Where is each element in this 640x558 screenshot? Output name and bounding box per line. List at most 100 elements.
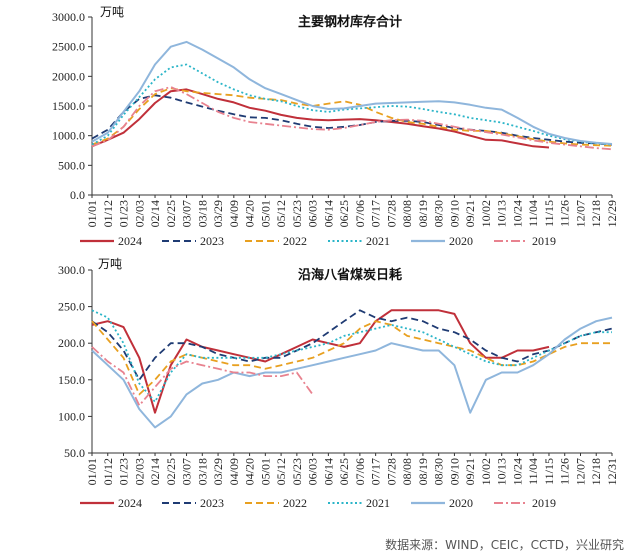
x-tick-label: 07/06 [353,458,367,485]
series-line-2019 [91,346,314,407]
series-line-2020 [91,40,613,145]
legend-label-2024: 2024 [118,496,142,510]
x-tick-label: 08/08 [400,200,414,227]
x-tick-label: 12/31 [605,458,619,485]
y-tick-label: 50.0 [64,446,85,460]
x-tick-label: 12/29 [605,200,619,227]
x-tick-label: 07/28 [384,458,398,485]
x-tick-label: 07/06 [353,200,367,227]
series-line-2024 [91,88,550,149]
x-tick-label: 02/25 [164,200,178,227]
y-tick-label: 2500.0 [52,40,85,54]
legend-label-2021: 2021 [366,234,390,248]
y-tick-label: 3000.0 [52,10,85,24]
legend-label-2021: 2021 [366,496,390,510]
x-tick-label: 04/09 [227,200,241,227]
x-tick-label: 11/04 [526,200,540,227]
x-tick-label: 03/07 [180,458,194,485]
x-tick-label: 05/12 [274,458,288,485]
x-tick-label: 05/23 [290,200,304,227]
x-tick-label: 04/09 [227,458,241,485]
x-tick-label: 01/01 [85,200,99,227]
chart-1: 3000.02500.02000.01500.01000.0500.00.001… [52,5,619,248]
x-tick-label: 02/03 [132,200,146,227]
x-tick-label: 02/14 [148,200,162,227]
y-tick-label: 500.0 [58,158,85,172]
x-tick-label: 06/03 [306,458,320,485]
source-note: 数据来源：WIND，CEIC，CCTD，兴业研究 [385,538,624,552]
x-tick-label: 06/25 [337,458,351,485]
series-line-2022 [91,87,613,147]
x-tick-label: 08/19 [416,200,430,227]
x-tick-label: 06/25 [337,200,351,227]
legend-label-2020: 2020 [449,234,473,248]
y-tick-label: 1500.0 [52,99,85,113]
series-line-2021 [91,63,613,146]
x-tick-label: 05/01 [258,200,272,227]
y-tick-label: 0.0 [70,188,85,202]
x-tick-label: 01/12 [101,458,115,485]
legend-label-2020: 2020 [449,496,473,510]
series-line-2024 [91,309,550,414]
x-tick-label: 12/18 [589,200,603,227]
y-tick-label: 300.0 [58,263,85,277]
x-tick-label: 11/26 [558,200,572,227]
legend-label-2019: 2019 [532,234,556,248]
legend-label-2022: 2022 [283,234,307,248]
x-tick-label: 07/17 [369,458,383,485]
x-tick-label: 05/23 [290,458,304,485]
series-line-2023 [91,309,613,381]
x-tick-label: 11/15 [542,200,556,227]
y-tick-label: 200.0 [58,336,85,350]
x-tick-label: 01/01 [85,458,99,485]
x-tick-label: 01/23 [117,200,131,227]
x-tick-label: 09/10 [447,200,461,227]
x-tick-label: 11/04 [526,458,540,485]
x-tick-label: 02/25 [164,458,178,485]
x-tick-label: 01/12 [101,200,115,227]
x-tick-label: 02/03 [132,458,146,485]
x-tick-label: 12/18 [589,458,603,485]
x-tick-label: 04/20 [243,458,257,485]
y-tick-label: 1000.0 [52,129,85,143]
x-tick-label: 12/07 [573,200,587,227]
legend-label-2024: 2024 [118,234,142,248]
x-tick-label: 04/20 [243,200,257,227]
series-line-2022 [91,320,612,396]
x-tick-label: 12/07 [573,458,587,485]
x-tick-label: 09/21 [463,200,477,227]
series-line-2019 [91,86,613,151]
x-tick-label: 08/19 [416,458,430,485]
y-tick-label: 100.0 [58,409,85,423]
y-tick-label: 250.0 [58,300,85,314]
x-tick-label: 10/13 [495,200,509,227]
x-tick-label: 11/26 [558,458,572,485]
x-tick-label: 08/30 [432,200,446,227]
x-tick-label: 03/18 [195,458,209,485]
x-tick-label: 08/30 [432,458,446,485]
chart-title: 主要钢材库存合计 [298,14,402,30]
x-tick-label: 03/29 [211,458,225,485]
x-tick-label: 03/18 [195,200,209,227]
x-tick-label: 06/03 [306,200,320,227]
x-tick-label: 09/10 [447,458,461,485]
legend-label-2019: 2019 [532,496,556,510]
x-tick-label: 10/24 [510,458,524,485]
series-line-2020 [91,316,613,429]
chart-title: 沿海八省煤炭日耗 [298,267,402,283]
x-tick-label: 08/08 [400,458,414,485]
x-tick-label: 02/14 [148,458,162,485]
x-tick-label: 09/21 [463,458,477,485]
x-tick-label: 06/14 [321,200,335,227]
x-tick-label: 03/07 [180,200,194,227]
x-tick-label: 01/23 [117,458,131,485]
x-tick-label: 05/01 [258,458,272,485]
x-tick-label: 11/15 [542,458,556,485]
x-tick-label: 07/28 [384,200,398,227]
x-tick-label: 03/29 [211,200,225,227]
x-tick-label: 10/02 [479,458,493,485]
legend-label-2023: 2023 [200,234,224,248]
x-tick-label: 07/17 [369,200,383,227]
